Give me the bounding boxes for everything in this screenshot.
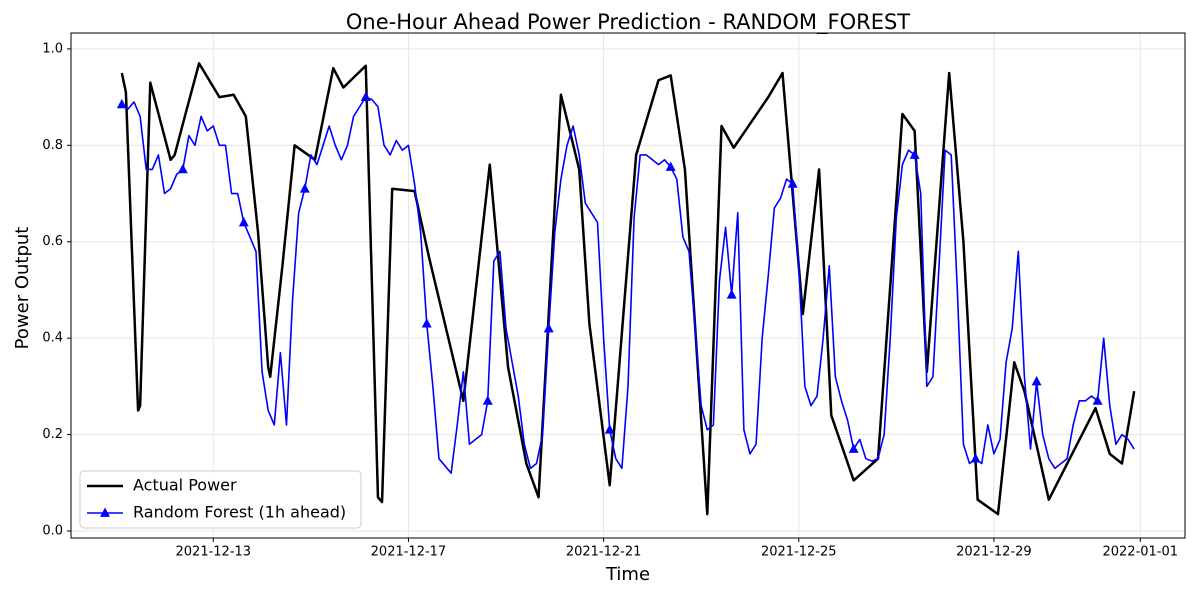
marker — [848, 443, 859, 453]
x-tick-label: 2022-01-01 — [1102, 545, 1178, 560]
y-axis-label: Power Output — [12, 227, 33, 350]
y-tick-label: 1.0 — [42, 41, 63, 56]
x-axis-label: Time — [605, 564, 650, 585]
legend-box — [79, 470, 362, 529]
marker — [421, 318, 432, 328]
y-tick-label: 0.2 — [42, 427, 63, 442]
y-tick-label: 0.6 — [42, 234, 63, 249]
chart-title: One-Hour Ahead Power Prediction - RANDOM… — [346, 10, 910, 35]
marker — [1092, 395, 1103, 405]
marker — [543, 323, 554, 333]
marker — [482, 395, 493, 405]
series-line — [121, 96, 1135, 474]
marker — [116, 98, 127, 109]
marker — [299, 183, 310, 193]
marker — [238, 216, 249, 227]
marker — [787, 178, 798, 188]
marker — [909, 149, 920, 159]
marker — [177, 163, 188, 174]
series-line — [120, 62, 1136, 516]
x-tick-label: 2021-12-21 — [566, 545, 642, 560]
plot-frame — [70, 32, 1186, 539]
x-tick-label: 2021-12-17 — [371, 545, 447, 560]
marker — [1031, 376, 1042, 386]
y-tick-label: 0.4 — [42, 331, 63, 346]
x-tick-label: 2021-12-29 — [956, 545, 1032, 560]
x-tick-label: 2021-12-25 — [761, 545, 837, 560]
legend-label: Actual Power — [133, 476, 237, 495]
legend-marker — [100, 507, 110, 517]
y-tick-label: 0.0 — [42, 524, 63, 539]
legend-label: Random Forest (1h ahead) — [133, 503, 346, 522]
marker — [665, 161, 676, 171]
marker — [360, 91, 371, 101]
marker — [726, 289, 737, 299]
marker — [604, 424, 615, 434]
y-tick-label: 0.8 — [42, 138, 63, 153]
marker — [970, 453, 981, 463]
x-tick-label: 2021-12-13 — [176, 545, 252, 560]
